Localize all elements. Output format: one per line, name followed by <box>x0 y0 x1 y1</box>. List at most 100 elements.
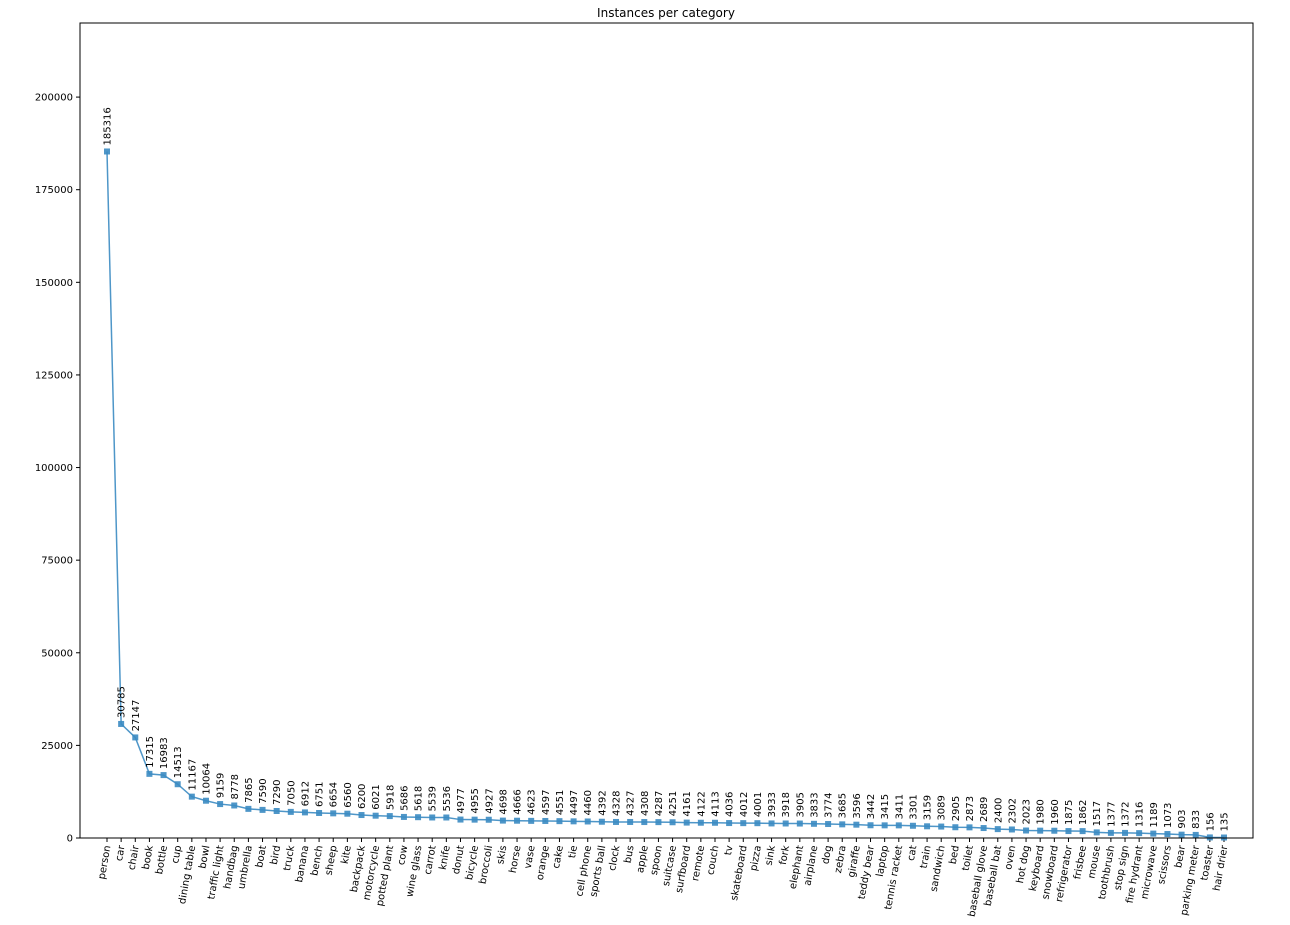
x-tick-label: donut <box>451 845 467 876</box>
data-point <box>372 812 379 819</box>
data-point <box>711 819 718 826</box>
data-label: 3905 <box>795 792 806 817</box>
data-point <box>895 822 902 829</box>
x-tick-label: bus <box>623 845 637 865</box>
x-tick-label: knife <box>438 845 453 871</box>
data-point <box>499 817 506 824</box>
data-point <box>174 781 181 788</box>
data-label: 16983 <box>159 737 170 769</box>
data-point <box>627 818 634 825</box>
data-point <box>514 817 521 824</box>
x-tick-label: tie <box>567 845 580 860</box>
data-point <box>655 819 662 826</box>
data-point <box>938 823 945 830</box>
data-label: 3833 <box>809 792 820 817</box>
data-label: 3596 <box>852 793 863 818</box>
x-tick-label: bench <box>309 845 325 877</box>
data-point <box>386 813 393 820</box>
data-point <box>1136 830 1143 837</box>
data-point <box>1122 829 1129 836</box>
x-tick-label: cow <box>396 845 410 866</box>
data-point <box>584 818 591 825</box>
y-tick-label: 150000 <box>35 278 73 289</box>
data-label: 5618 <box>414 786 425 811</box>
data-label: 4001 <box>753 792 764 817</box>
data-label: 1960 <box>1050 799 1061 824</box>
x-tick-label: bottle <box>154 845 170 876</box>
data-label: 4597 <box>541 790 552 815</box>
data-point <box>118 720 125 727</box>
data-label: 8778 <box>230 774 241 799</box>
data-point <box>132 734 139 741</box>
data-point <box>485 816 492 823</box>
data-point <box>1192 831 1199 838</box>
y-tick-label: 175000 <box>35 185 73 196</box>
x-tick-label: train <box>919 845 934 870</box>
x-tick-label: fork <box>778 844 792 865</box>
data-label: 30785 <box>117 686 128 718</box>
data-point <box>217 801 224 808</box>
x-tick-label: boat <box>254 845 269 869</box>
y-tick-label: 0 <box>67 834 73 845</box>
data-label: 6560 <box>343 782 354 807</box>
chart-title: Instances per category <box>597 6 735 20</box>
data-label: 833 <box>1191 810 1202 829</box>
x-tick-label: kite <box>340 845 354 865</box>
data-label: 4327 <box>626 791 637 816</box>
data-label: 5539 <box>428 786 439 811</box>
data-point <box>1178 831 1185 838</box>
data-label: 3933 <box>767 792 778 817</box>
data-point <box>429 814 436 821</box>
data-label: 3774 <box>824 793 835 818</box>
data-label: 4698 <box>498 789 509 814</box>
data-point <box>259 806 266 813</box>
data-label: 4392 <box>597 790 608 815</box>
x-tick-label: apple <box>635 845 651 874</box>
data-point <box>825 821 832 828</box>
data-point <box>231 802 238 809</box>
x-tick-label: chair <box>127 844 142 871</box>
data-label: 1377 <box>1106 801 1117 826</box>
data-point <box>202 797 209 804</box>
data-label: 3685 <box>838 793 849 818</box>
y-tick-label: 125000 <box>35 370 73 381</box>
data-point <box>839 821 846 828</box>
data-label: 3159 <box>923 795 934 820</box>
x-tick-label: spoon <box>649 845 665 877</box>
x-tick-label: zebra <box>833 845 849 874</box>
data-point <box>909 822 916 829</box>
data-label: 4927 <box>484 788 495 813</box>
x-tick-label: cup <box>170 845 184 865</box>
data-point <box>104 148 110 155</box>
data-label: 7050 <box>286 780 297 805</box>
data-point <box>400 813 407 820</box>
y-tick-label: 50000 <box>41 648 73 659</box>
data-label: 4955 <box>470 788 481 813</box>
x-tick-label: dog <box>820 845 834 865</box>
data-point <box>641 819 648 826</box>
data-point <box>146 770 153 777</box>
data-point <box>1079 828 1086 835</box>
data-label: 2689 <box>979 797 990 822</box>
data-point <box>1023 827 1030 834</box>
x-tick-label: toilet <box>961 845 976 872</box>
data-label: 4460 <box>583 790 594 815</box>
data-point <box>556 818 563 825</box>
data-label: 2302 <box>1007 798 1018 823</box>
data-label: 4251 <box>668 791 679 816</box>
data-label: 4036 <box>725 792 736 817</box>
x-tick-label: oven <box>1003 845 1018 871</box>
data-label: 6021 <box>371 784 382 809</box>
data-label: 6654 <box>329 782 340 807</box>
data-point <box>344 810 351 817</box>
data-point <box>952 824 959 831</box>
x-tick-label: car <box>114 844 128 862</box>
data-label: 4977 <box>456 788 467 813</box>
x-tick-label: couch <box>705 845 721 876</box>
data-label: 4328 <box>612 791 623 816</box>
data-point <box>160 772 167 779</box>
data-point <box>570 818 577 825</box>
data-label: 1189 <box>1149 802 1160 827</box>
x-tick-label: vase <box>523 845 538 870</box>
